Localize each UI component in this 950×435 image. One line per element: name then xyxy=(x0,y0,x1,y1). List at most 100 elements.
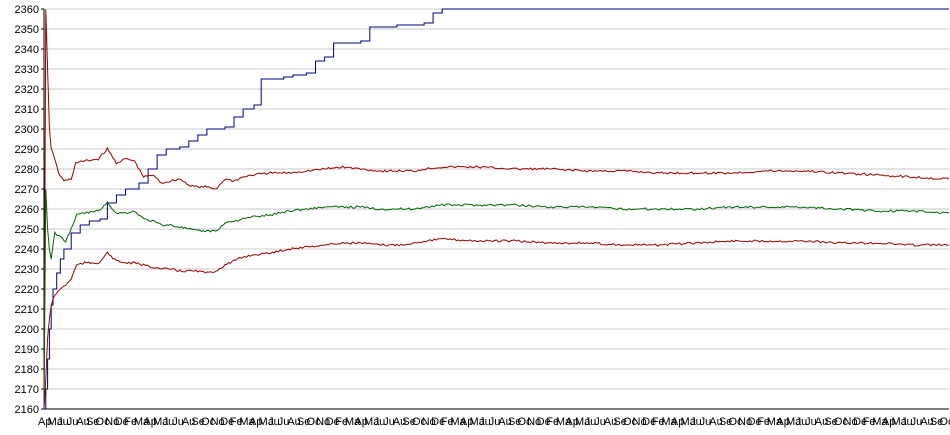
x-tick-label: Ma xyxy=(680,416,696,428)
x-tick-label: No xyxy=(422,416,436,428)
x-tick-label: Fe xyxy=(335,416,348,428)
x-tick-label: Ap xyxy=(143,416,156,428)
x-tick-label: Se xyxy=(613,416,626,428)
y-tick-label: 2300 xyxy=(15,124,39,136)
x-tick-label: Ju xyxy=(374,416,386,428)
x-tick-label: Ju xyxy=(805,416,817,428)
x-tick-label: No xyxy=(844,416,858,428)
x-tick-label: De xyxy=(115,416,129,428)
x-tick-label: Oc xyxy=(728,416,743,428)
x-tick-label: Ju xyxy=(585,416,597,428)
y-tick-label: 2340 xyxy=(15,44,39,56)
x-tick-label: Ma xyxy=(661,416,677,428)
y-tick-label: 2200 xyxy=(15,324,39,336)
x-tick-label: Oc xyxy=(623,416,638,428)
x-tick-label: Au xyxy=(604,416,617,428)
x-tick-label: Oc xyxy=(939,416,950,428)
y-tick-label: 2160 xyxy=(15,404,39,416)
x-tick-label: Ap xyxy=(565,416,578,428)
series-line-1 xyxy=(44,8,949,410)
x-tick-label: Oc xyxy=(412,416,427,428)
x-tick-label: Ma xyxy=(259,416,275,428)
x-tick-label: Fe xyxy=(652,416,665,428)
x-tick-label: No xyxy=(105,416,119,428)
y-tick-label: 2280 xyxy=(15,164,39,176)
x-tick-label: Au xyxy=(393,416,406,428)
series-line-3 xyxy=(43,189,950,409)
x-tick-label: De xyxy=(537,416,551,428)
x-tick-label: De xyxy=(853,416,867,428)
x-tick-label: De xyxy=(642,416,656,428)
x-tick-label: Oc xyxy=(96,416,111,428)
series-line-4 xyxy=(43,237,950,410)
x-tick-label: Ju xyxy=(67,416,79,428)
x-tick-label: No xyxy=(211,416,225,428)
y-tick-label: 2330 xyxy=(15,64,39,76)
series-line-2 xyxy=(43,9,950,409)
x-tick-label: Ju xyxy=(901,416,913,428)
x-tick-label: Ap xyxy=(38,416,51,428)
x-tick-label: De xyxy=(748,416,762,428)
x-tick-label: Se xyxy=(508,416,521,428)
y-tick-label: 2190 xyxy=(15,344,39,356)
x-tick-label: Ju xyxy=(700,416,712,428)
x-tick-label: No xyxy=(316,416,330,428)
x-tick-label: Ma xyxy=(470,416,486,428)
x-tick-label: Ma xyxy=(767,416,783,428)
y-tick-label: 2220 xyxy=(15,284,39,296)
x-tick-label: Ju xyxy=(172,416,184,428)
x-tick-label: Ju xyxy=(911,416,923,428)
x-tick-label: Au xyxy=(920,416,933,428)
x-tick-label: Fe xyxy=(124,416,137,428)
x-tick-label: Ma xyxy=(556,416,572,428)
x-tick-label: De xyxy=(220,416,234,428)
x-tick-label: De xyxy=(326,416,340,428)
x-tick-label: Ma xyxy=(450,416,466,428)
x-tick-label: Ma xyxy=(153,416,169,428)
x-tick-label: Ma xyxy=(345,416,361,428)
y-tick-label: 2230 xyxy=(15,264,39,276)
x-tick-label: Fe xyxy=(230,416,243,428)
y-tick-label: 2290 xyxy=(15,144,39,156)
x-tick-label: No xyxy=(738,416,752,428)
x-tick-label: Ap xyxy=(354,416,367,428)
y-tick-label: 2270 xyxy=(15,184,39,196)
x-tick-label: Ap xyxy=(249,416,262,428)
x-tick-label: Ju xyxy=(383,416,395,428)
x-tick-label: Au xyxy=(76,416,89,428)
x-tick-label: Oc xyxy=(307,416,322,428)
x-tick-label: Ma xyxy=(364,416,380,428)
x-tick-label: Fe xyxy=(441,416,454,428)
x-tick-label: Fe xyxy=(863,416,876,428)
y-tick-label: 2310 xyxy=(15,104,39,116)
x-tick-label: Ma xyxy=(891,416,907,428)
grid-lines xyxy=(44,8,949,410)
x-tick-label: Se xyxy=(824,416,837,428)
x-tick-label: Oc xyxy=(201,416,216,428)
x-tick-label: Se xyxy=(191,416,204,428)
x-tick-label: Au xyxy=(498,416,511,428)
x-tick-label: Fe xyxy=(757,416,770,428)
x-tick-label: De xyxy=(431,416,445,428)
x-tick-label: Ju xyxy=(163,416,175,428)
x-tick-label: Ju xyxy=(268,416,280,428)
x-tick-label: Au xyxy=(182,416,195,428)
x-tick-label: Ap xyxy=(882,416,895,428)
y-tick-label: 2250 xyxy=(15,224,39,236)
x-tick-label: Ju xyxy=(479,416,491,428)
x-tick-label: Ma xyxy=(48,416,64,428)
x-tick-label: Ap xyxy=(671,416,684,428)
x-tick-label: Ju xyxy=(690,416,702,428)
x-tick-label: Se xyxy=(297,416,310,428)
x-tick-label: Ma xyxy=(786,416,802,428)
x-tick-label: Ma xyxy=(134,416,150,428)
x-tick-label: No xyxy=(527,416,541,428)
x-tick-label: Au xyxy=(709,416,722,428)
x-tick-label: Au xyxy=(287,416,300,428)
x-tick-label: Ma xyxy=(872,416,888,428)
x-tick-label: Ju xyxy=(489,416,501,428)
x-tick-label: Fe xyxy=(546,416,559,428)
x-tick-label: Ju xyxy=(796,416,808,428)
y-tick-label: 2350 xyxy=(15,24,39,36)
